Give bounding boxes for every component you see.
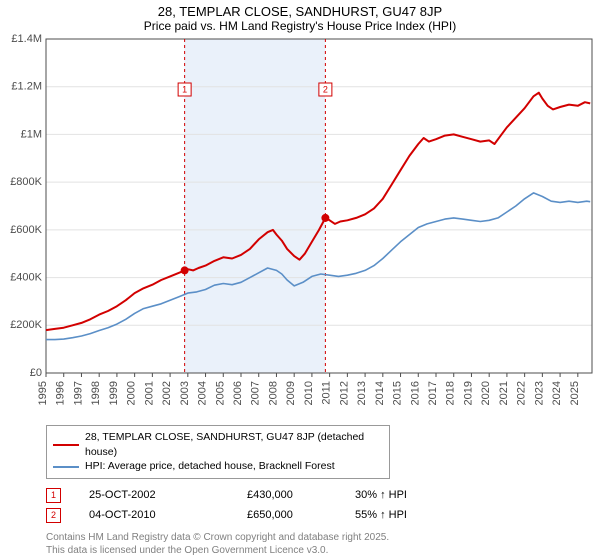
svg-text:£800K: £800K xyxy=(10,176,42,188)
svg-text:2006: 2006 xyxy=(232,381,244,405)
svg-text:£600K: £600K xyxy=(10,224,42,236)
marker-badge-1: 1 xyxy=(46,488,61,503)
marker-row-1: 1 25-OCT-2002 £430,000 30% ↑ HPI xyxy=(46,485,600,505)
svg-text:1997: 1997 xyxy=(72,381,84,405)
svg-text:2005: 2005 xyxy=(214,381,226,405)
svg-text:1995: 1995 xyxy=(37,381,49,405)
svg-text:2008: 2008 xyxy=(267,381,279,405)
chart-title: 28, TEMPLAR CLOSE, SANDHURST, GU47 8JP P… xyxy=(0,0,600,33)
chart-svg: £0 £200K £400K £600K £800K £1M £1.2M £1.4M 1995 1… xyxy=(0,33,600,423)
svg-text:2024: 2024 xyxy=(551,381,563,405)
legend-swatch-property xyxy=(53,444,79,446)
svg-text:2014: 2014 xyxy=(374,381,386,405)
svg-text:2000: 2000 xyxy=(126,381,138,405)
legend-label-hpi: HPI: Average price, detached house, Brac… xyxy=(85,459,335,474)
title-subtitle: Price paid vs. HM Land Registry's House … xyxy=(0,19,600,33)
svg-text:2015: 2015 xyxy=(392,381,404,405)
attribution-line2: This data is licensed under the Open Gov… xyxy=(46,544,600,557)
marker-date-1: 25-OCT-2002 xyxy=(89,489,219,501)
svg-text:2018: 2018 xyxy=(445,381,457,405)
legend-label-property: 28, TEMPLAR CLOSE, SANDHURST, GU47 8JP (… xyxy=(85,430,383,459)
legend-row-property: 28, TEMPLAR CLOSE, SANDHURST, GU47 8JP (… xyxy=(53,430,383,459)
marker-date-2: 04-OCT-2010 xyxy=(89,509,219,521)
svg-text:1999: 1999 xyxy=(108,381,120,405)
legend: 28, TEMPLAR CLOSE, SANDHURST, GU47 8JP (… xyxy=(46,425,390,479)
svg-text:2001: 2001 xyxy=(143,381,155,405)
svg-text:1998: 1998 xyxy=(90,381,102,405)
attribution-line1: Contains HM Land Registry data © Crown c… xyxy=(46,531,600,544)
svg-text:2021: 2021 xyxy=(498,381,510,405)
legend-swatch-hpi xyxy=(53,466,79,468)
marker-pct-1: 30% ↑ HPI xyxy=(355,489,445,501)
chart-area: £0 £200K £400K £600K £800K £1M £1.2M £1.4M 1995 1… xyxy=(0,33,600,423)
svg-text:£1.4M: £1.4M xyxy=(11,33,42,45)
svg-text:£1M: £1M xyxy=(21,128,42,140)
svg-text:1996: 1996 xyxy=(55,381,67,405)
title-address: 28, TEMPLAR CLOSE, SANDHURST, GU47 8JP xyxy=(0,4,600,19)
svg-text:2009: 2009 xyxy=(285,381,297,405)
attribution: Contains HM Land Registry data © Crown c… xyxy=(46,531,600,557)
svg-text:2003: 2003 xyxy=(179,381,191,405)
svg-text:2011: 2011 xyxy=(321,381,333,405)
svg-text:2: 2 xyxy=(323,84,328,94)
svg-text:2023: 2023 xyxy=(533,381,545,405)
svg-text:2002: 2002 xyxy=(161,381,173,405)
marker-pct-2: 55% ↑ HPI xyxy=(355,509,445,521)
svg-text:2013: 2013 xyxy=(356,381,368,405)
svg-text:£1.2M: £1.2M xyxy=(11,81,42,93)
svg-text:£400K: £400K xyxy=(10,271,42,283)
svg-text:2004: 2004 xyxy=(197,381,209,405)
svg-text:2025: 2025 xyxy=(569,381,581,405)
svg-text:2022: 2022 xyxy=(516,381,528,405)
svg-text:£0: £0 xyxy=(30,367,42,379)
svg-text:2017: 2017 xyxy=(427,381,439,405)
svg-text:2019: 2019 xyxy=(462,381,474,405)
svg-text:2007: 2007 xyxy=(250,381,262,405)
svg-text:2020: 2020 xyxy=(480,381,492,405)
marker-price-2: £650,000 xyxy=(247,509,327,521)
svg-text:2016: 2016 xyxy=(409,381,421,405)
marker-price-1: £430,000 xyxy=(247,489,327,501)
legend-row-hpi: HPI: Average price, detached house, Brac… xyxy=(53,459,383,474)
svg-text:£200K: £200K xyxy=(10,319,42,331)
marker-badge-2: 2 xyxy=(46,508,61,523)
marker-row-2: 2 04-OCT-2010 £650,000 55% ↑ HPI xyxy=(46,505,600,525)
svg-text:2012: 2012 xyxy=(338,381,350,405)
marker-table: 1 25-OCT-2002 £430,000 30% ↑ HPI 2 04-OC… xyxy=(46,485,600,525)
svg-text:2010: 2010 xyxy=(303,381,315,405)
svg-text:1: 1 xyxy=(182,84,187,94)
